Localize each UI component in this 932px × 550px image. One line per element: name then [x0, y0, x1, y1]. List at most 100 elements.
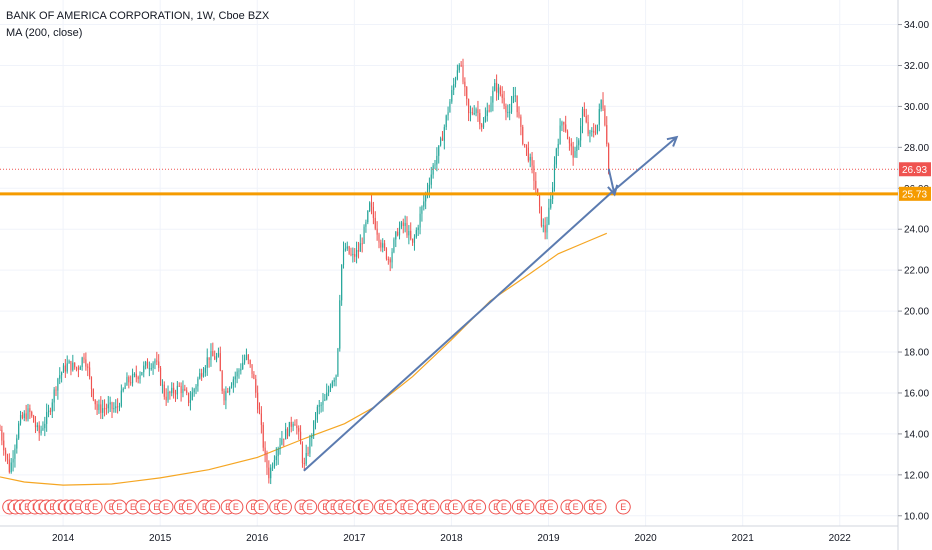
- candle-body: [387, 258, 389, 260]
- candle-body: [92, 388, 94, 400]
- candle-body: [524, 144, 526, 146]
- candle-body: [333, 380, 335, 382]
- earnings-marker[interactable]: [424, 499, 440, 515]
- candle-body: [148, 368, 150, 370]
- earnings-marker-label: E: [408, 502, 414, 512]
- candle-body: [578, 140, 580, 146]
- projection-arrow[interactable]: [610, 136, 678, 194]
- candle-body: [1, 429, 3, 441]
- candle-body: [374, 217, 376, 229]
- candle-body: [596, 124, 599, 133]
- candle-body: [462, 65, 464, 82]
- candle-body: [572, 146, 574, 158]
- candle-body: [258, 409, 261, 414]
- earnings-marker-label: E: [445, 502, 451, 512]
- candle-body: [66, 363, 68, 372]
- pullback-arrow[interactable]: [607, 168, 616, 195]
- earnings-marker[interactable]: [471, 499, 487, 515]
- candle-body: [460, 65, 462, 67]
- candle-body: [378, 234, 380, 243]
- candle-body: [490, 102, 492, 112]
- candle-body: [441, 138, 444, 141]
- candle-body: [184, 388, 186, 391]
- y-tick-label: 10.00: [904, 511, 929, 522]
- candle-body: [520, 116, 522, 127]
- earnings-marker[interactable]: [358, 499, 374, 515]
- candle-body: [322, 400, 324, 405]
- candle-body: [34, 422, 37, 428]
- candle-body: [527, 147, 529, 161]
- candle-body: [589, 131, 591, 134]
- y-tick-label: 34.00: [904, 20, 929, 31]
- candle-body: [46, 412, 48, 424]
- earnings-marker-label: E: [153, 502, 159, 512]
- candle-body: [339, 300, 341, 349]
- x-tick-label: 2015: [149, 533, 172, 544]
- candle-body: [103, 408, 106, 410]
- candle-body: [242, 362, 244, 369]
- candle-body: [326, 392, 328, 400]
- earnings-marker[interactable]: [542, 499, 558, 515]
- candle-body: [598, 109, 600, 125]
- earnings-marker[interactable]: [181, 499, 197, 515]
- x-tick-label: 2022: [829, 533, 852, 544]
- candle-body: [531, 156, 533, 166]
- candle-body: [257, 392, 259, 410]
- candle-body: [285, 428, 287, 440]
- candle-body: [451, 90, 453, 102]
- candle-body: [380, 242, 382, 248]
- earnings-marker-label: E: [202, 502, 208, 512]
- candle-body: [320, 404, 322, 406]
- candle-body: [561, 122, 563, 126]
- earnings-marker[interactable]: [447, 499, 463, 515]
- earnings-marker[interactable]: [615, 499, 631, 515]
- earnings-marker[interactable]: [228, 499, 244, 515]
- earnings-marker[interactable]: [87, 499, 103, 515]
- candle-body: [135, 373, 137, 378]
- candle-body: [156, 360, 158, 362]
- candle-body: [301, 444, 304, 464]
- candle-body: [14, 448, 16, 459]
- earnings-marker[interactable]: [205, 499, 221, 515]
- candle-body: [158, 361, 160, 368]
- earnings-marker[interactable]: [519, 499, 535, 515]
- candle-body: [31, 411, 33, 416]
- earnings-marker-label: E: [379, 502, 385, 512]
- candle-body: [356, 250, 358, 257]
- candle-body: [608, 144, 610, 174]
- candle-body: [191, 392, 193, 401]
- candle-body: [583, 109, 585, 117]
- earnings-marker[interactable]: [302, 499, 318, 515]
- earnings-marker[interactable]: [591, 499, 607, 515]
- candle-body: [206, 357, 208, 368]
- candle-body: [8, 459, 10, 473]
- y-tick-label: 22.00: [904, 266, 929, 277]
- trendline[interactable]: [303, 191, 613, 472]
- candle-body: [507, 111, 509, 113]
- y-tick-label: 14.00: [904, 429, 929, 440]
- candle-body: [55, 389, 57, 391]
- candle-body: [384, 243, 386, 249]
- earnings-marker-label: E: [233, 502, 239, 512]
- candle-body: [64, 365, 66, 372]
- earnings-marker[interactable]: [276, 499, 292, 515]
- earnings-marker[interactable]: [253, 499, 269, 515]
- candle-body: [275, 456, 277, 461]
- support-price-tag-text: 25.73: [902, 189, 927, 200]
- earnings-marker[interactable]: [158, 499, 174, 515]
- candle-body: [389, 259, 391, 263]
- earnings-marker-label: E: [400, 502, 406, 512]
- candle-body: [496, 82, 498, 93]
- earnings-marker-label: E: [24, 502, 30, 512]
- earnings-marker-label: E: [476, 502, 482, 512]
- candle-body: [130, 382, 132, 384]
- candle-body: [145, 361, 147, 366]
- candle-body: [115, 406, 117, 409]
- candle-body: [488, 110, 490, 112]
- candle-body: [253, 374, 255, 379]
- earnings-marker[interactable]: [568, 499, 584, 515]
- earnings-marker[interactable]: [496, 499, 512, 515]
- last-price-tag: [899, 162, 931, 177]
- candle-body: [406, 222, 408, 236]
